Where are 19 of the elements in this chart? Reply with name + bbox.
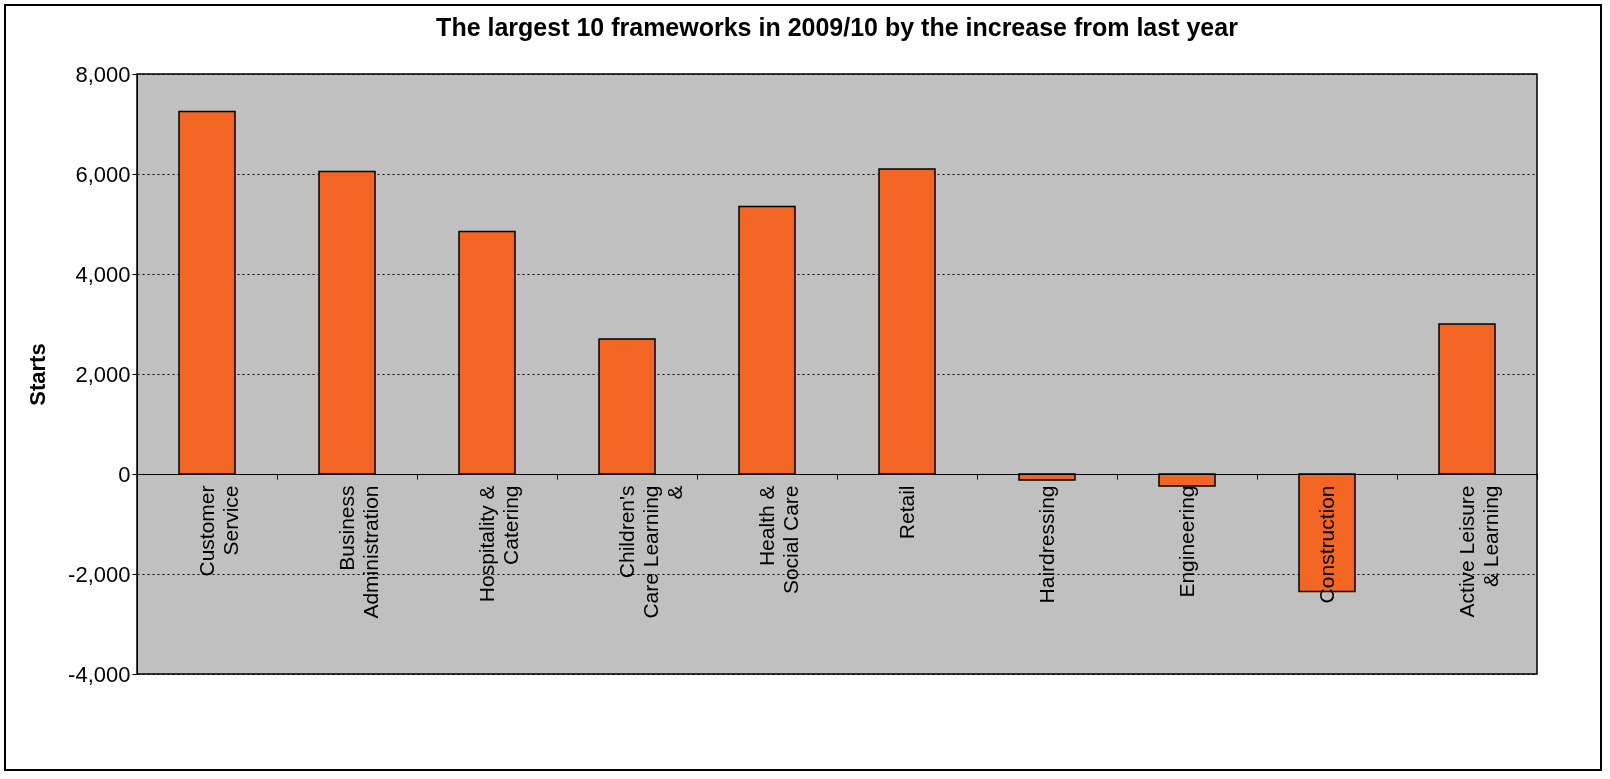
y-tick-label: 6,000 xyxy=(75,161,131,187)
x-tick-label: Engineering xyxy=(1174,485,1198,598)
x-tick-label: Construction xyxy=(1314,485,1338,604)
x-tick-label: Hairdressing xyxy=(1034,485,1058,604)
y-tick-label: 0 xyxy=(118,461,131,487)
y-tick-label: 2,000 xyxy=(75,361,131,387)
y-tick-label: 8,000 xyxy=(75,61,131,87)
x-tick-label: Hospitality & Catering xyxy=(474,485,522,603)
y-tick-label: -2,000 xyxy=(68,561,131,587)
x-tick-label: Business Administration xyxy=(334,485,382,619)
chart-title: The largest 10 frameworks in 2009/10 by the increase from last year xyxy=(436,13,1239,41)
x-tick-label: Health & Social Care xyxy=(754,485,802,595)
y-axis-title: Starts xyxy=(25,343,51,406)
x-tick-label: Retail xyxy=(894,485,918,540)
y-tick-label: 4,000 xyxy=(75,261,131,287)
y-tick-label: -4,000 xyxy=(68,661,131,687)
x-tick-label: Children's Care Learning & xyxy=(614,485,686,619)
x-tick-label: Customer Service xyxy=(194,485,242,577)
x-tick-label: Active Leisure & Learning xyxy=(1454,485,1502,618)
